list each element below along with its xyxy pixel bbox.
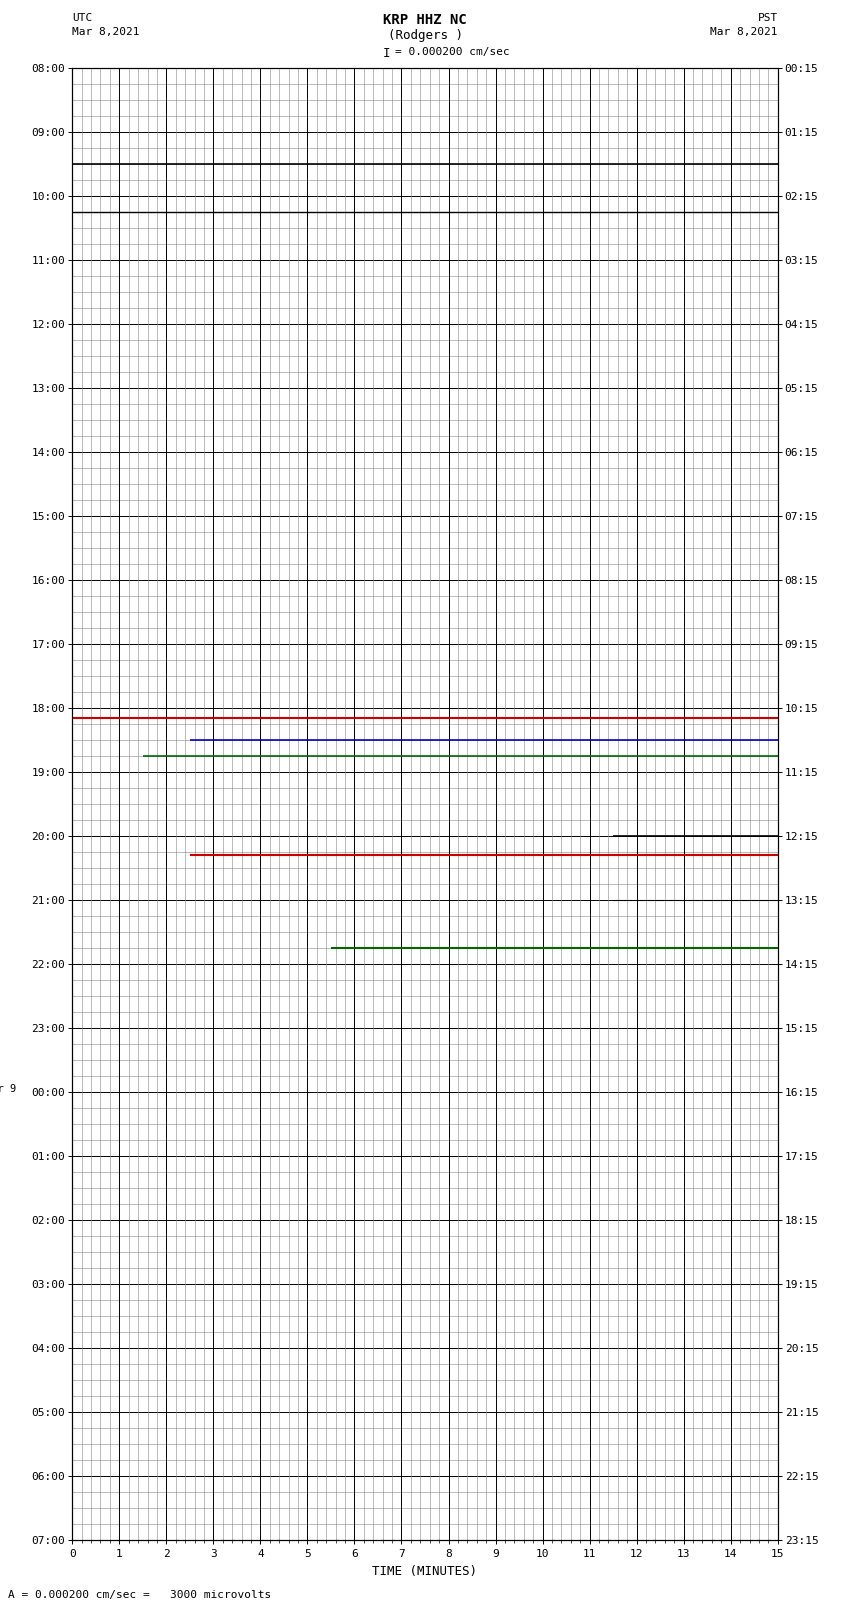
X-axis label: TIME (MINUTES): TIME (MINUTES) <box>372 1565 478 1578</box>
Text: KRP HHZ NC: KRP HHZ NC <box>383 13 467 27</box>
Text: Mar 9: Mar 9 <box>0 1084 16 1094</box>
Text: = 0.000200 cm/sec: = 0.000200 cm/sec <box>395 47 510 56</box>
Text: Mar 8,2021: Mar 8,2021 <box>72 27 139 37</box>
Text: UTC: UTC <box>72 13 93 23</box>
Text: Mar 8,2021: Mar 8,2021 <box>711 27 778 37</box>
Text: A = 0.000200 cm/sec =   3000 microvolts: A = 0.000200 cm/sec = 3000 microvolts <box>8 1590 272 1600</box>
Text: I: I <box>383 47 390 60</box>
Text: (Rodgers ): (Rodgers ) <box>388 29 462 42</box>
Text: PST: PST <box>757 13 778 23</box>
